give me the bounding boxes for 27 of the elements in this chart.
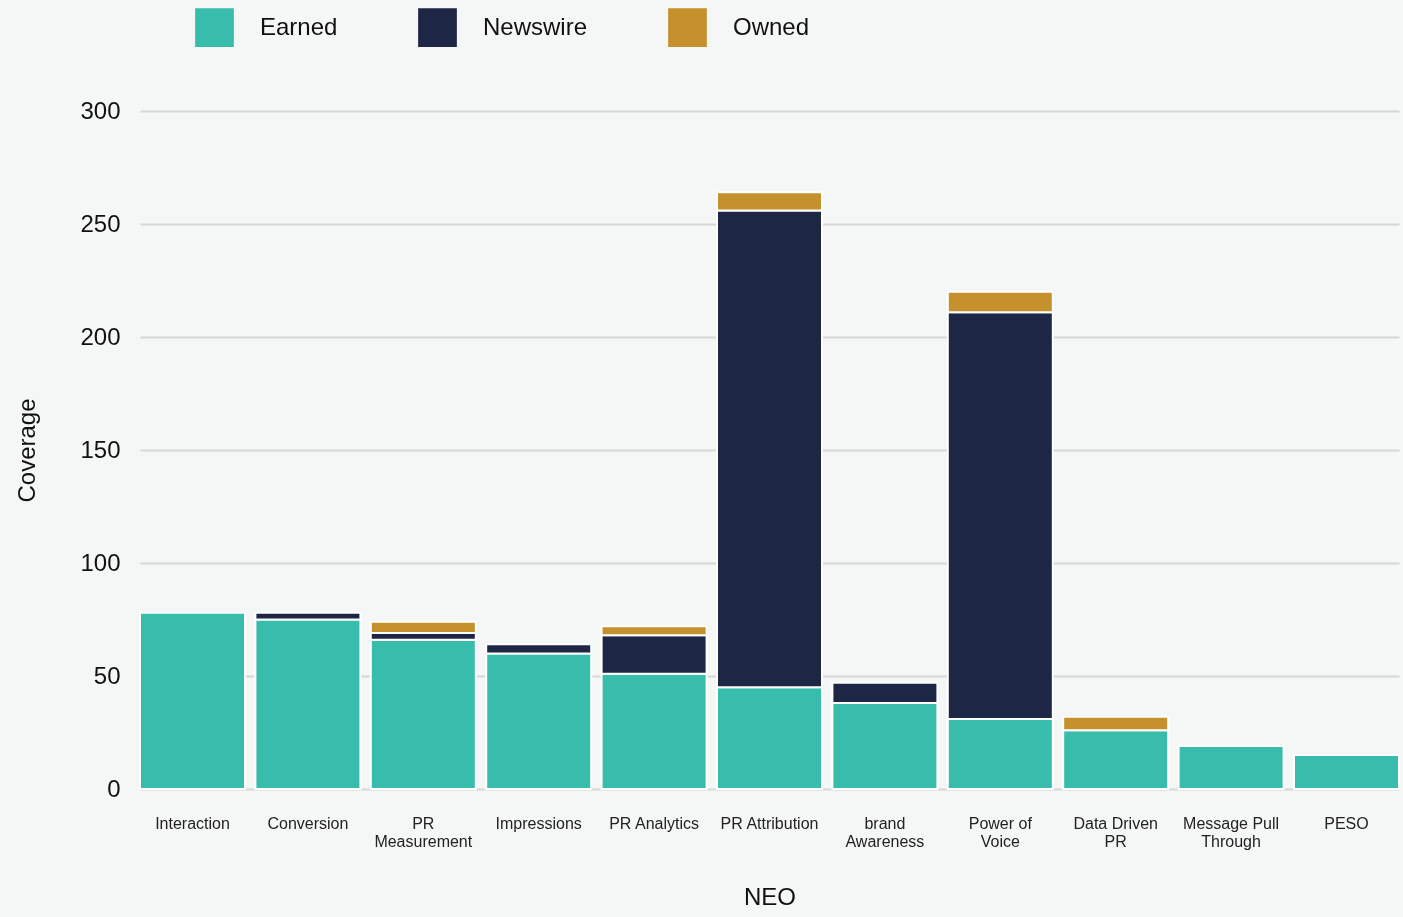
x-tick-label: PR Attribution <box>720 814 819 832</box>
x-tick-label: PR Measurement <box>374 814 473 850</box>
x-tick-label: Conversion <box>267 814 349 832</box>
y-tick-label: 200 <box>80 322 121 350</box>
x-tick-label: Impressions <box>495 814 582 832</box>
x-tick-label: Data Driven PR <box>1073 814 1158 850</box>
legend-label: Newswire <box>483 12 588 40</box>
x-tick-label: Power of Voice <box>968 814 1033 850</box>
legend-label: Owned <box>733 12 810 40</box>
y-tick-label: 300 <box>80 96 121 124</box>
y-axis-title: Coverage <box>13 398 41 503</box>
bar <box>1292 754 1400 790</box>
y-tick-label: 250 <box>80 209 121 237</box>
y-tick-label: 150 <box>80 435 121 463</box>
legend-label: Earned <box>260 12 338 40</box>
x-tick-label: PESO <box>1324 814 1369 832</box>
y-tick-label: 50 <box>93 661 121 689</box>
x-tick-label: Interaction <box>155 814 230 832</box>
x-tick-label: PR Analytics <box>609 814 700 832</box>
y-tick-label: 0 <box>107 774 121 802</box>
y-tick-label: 100 <box>80 548 121 576</box>
bar <box>139 611 247 790</box>
x-tick-label: brand Awareness <box>845 814 925 850</box>
bar <box>1177 745 1285 790</box>
x-axis-title: NEO <box>743 882 797 910</box>
bar <box>369 638 477 790</box>
x-tick-label: Message Pull Through <box>1183 814 1280 850</box>
